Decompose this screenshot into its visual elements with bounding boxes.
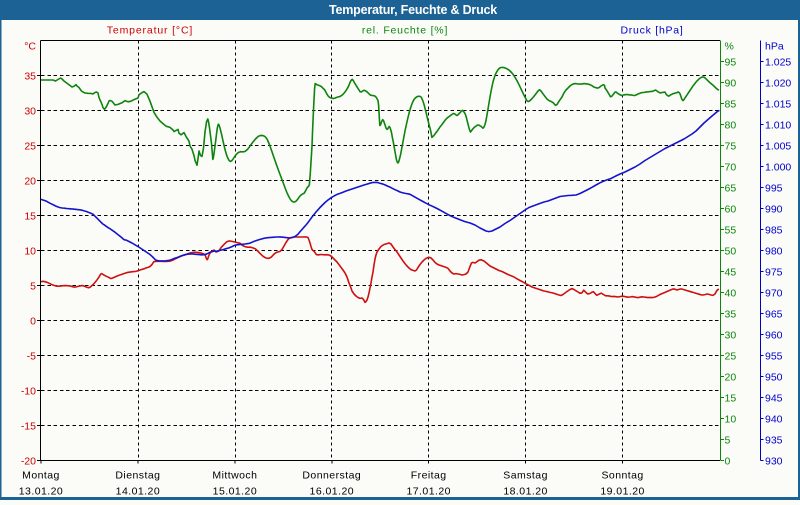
svg-text:85: 85	[725, 99, 737, 111]
svg-text:15.01.20: 15.01.20	[213, 486, 257, 498]
svg-text:°C: °C	[24, 41, 36, 53]
svg-text:50: 50	[725, 246, 737, 258]
svg-text:5: 5	[30, 281, 36, 293]
svg-text:25: 25	[725, 351, 737, 363]
svg-text:-20: -20	[21, 456, 36, 468]
svg-text:55: 55	[725, 225, 737, 237]
svg-text:18.01.20: 18.01.20	[503, 486, 547, 498]
svg-text:Druck [hPa]: Druck [hPa]	[620, 25, 683, 37]
svg-text:90: 90	[725, 78, 737, 90]
svg-text:940: 940	[765, 414, 783, 426]
svg-text:975: 975	[765, 267, 783, 279]
svg-text:15: 15	[24, 211, 36, 223]
svg-text:Dienstag: Dienstag	[115, 470, 160, 482]
svg-text:rel. Feuchte [%]: rel. Feuchte [%]	[362, 25, 448, 37]
svg-text:17.01.20: 17.01.20	[406, 486, 450, 498]
svg-text:25: 25	[24, 141, 36, 153]
svg-text:14.01.20: 14.01.20	[116, 486, 160, 498]
svg-text:Temperatur [°C]: Temperatur [°C]	[107, 25, 193, 37]
svg-text:1.020: 1.020	[765, 78, 791, 90]
svg-text:20: 20	[24, 176, 36, 188]
svg-text:35: 35	[725, 309, 737, 321]
svg-text:950: 950	[765, 372, 783, 384]
svg-text:Donnerstag: Donnerstag	[302, 470, 361, 482]
svg-text:Sonntag: Sonntag	[601, 470, 643, 482]
svg-text:1.025: 1.025	[765, 57, 791, 69]
svg-text:75: 75	[725, 141, 737, 153]
svg-text:19.01.20: 19.01.20	[600, 486, 644, 498]
svg-text:965: 965	[765, 309, 783, 321]
svg-text:970: 970	[765, 288, 783, 300]
svg-text:20: 20	[725, 372, 737, 384]
svg-text:930: 930	[765, 456, 783, 468]
svg-text:-5: -5	[27, 351, 36, 363]
svg-text:5: 5	[725, 435, 731, 447]
svg-text:Samstag: Samstag	[503, 470, 548, 482]
svg-text:95: 95	[725, 57, 737, 69]
svg-text:980: 980	[765, 246, 783, 258]
svg-text:945: 945	[765, 393, 783, 405]
svg-text:hPa: hPa	[765, 41, 784, 53]
svg-text:1.000: 1.000	[765, 162, 791, 174]
svg-text:Mittwoch: Mittwoch	[212, 470, 257, 482]
svg-text:10: 10	[725, 414, 737, 426]
svg-text:40: 40	[725, 288, 737, 300]
svg-text:13.01.20: 13.01.20	[19, 486, 63, 498]
svg-text:30: 30	[24, 106, 36, 118]
svg-text:1.010: 1.010	[765, 120, 791, 132]
svg-text:990: 990	[765, 204, 783, 216]
svg-text:-10: -10	[21, 386, 36, 398]
svg-text:-15: -15	[21, 421, 36, 433]
svg-text:Freitag: Freitag	[411, 470, 447, 482]
svg-text:%: %	[725, 41, 734, 53]
svg-text:955: 955	[765, 351, 783, 363]
svg-text:65: 65	[725, 183, 737, 195]
svg-text:15: 15	[725, 393, 737, 405]
svg-text:1.005: 1.005	[765, 141, 791, 153]
svg-text:30: 30	[725, 330, 737, 342]
svg-text:60: 60	[725, 204, 737, 216]
svg-text:0: 0	[725, 456, 731, 468]
svg-text:960: 960	[765, 330, 783, 342]
svg-text:10: 10	[24, 246, 36, 258]
svg-text:995: 995	[765, 183, 783, 195]
svg-text:35: 35	[24, 71, 36, 83]
svg-text:45: 45	[725, 267, 737, 279]
svg-text:80: 80	[725, 120, 737, 132]
svg-text:0: 0	[30, 316, 36, 328]
svg-text:985: 985	[765, 225, 783, 237]
svg-text:70: 70	[725, 162, 737, 174]
svg-text:935: 935	[765, 435, 783, 447]
svg-text:1.015: 1.015	[765, 99, 791, 111]
svg-text:16.01.20: 16.01.20	[310, 486, 354, 498]
svg-text:Temperatur, Feuchte & Druck: Temperatur, Feuchte & Druck	[329, 3, 497, 17]
svg-text:Montag: Montag	[22, 470, 60, 482]
